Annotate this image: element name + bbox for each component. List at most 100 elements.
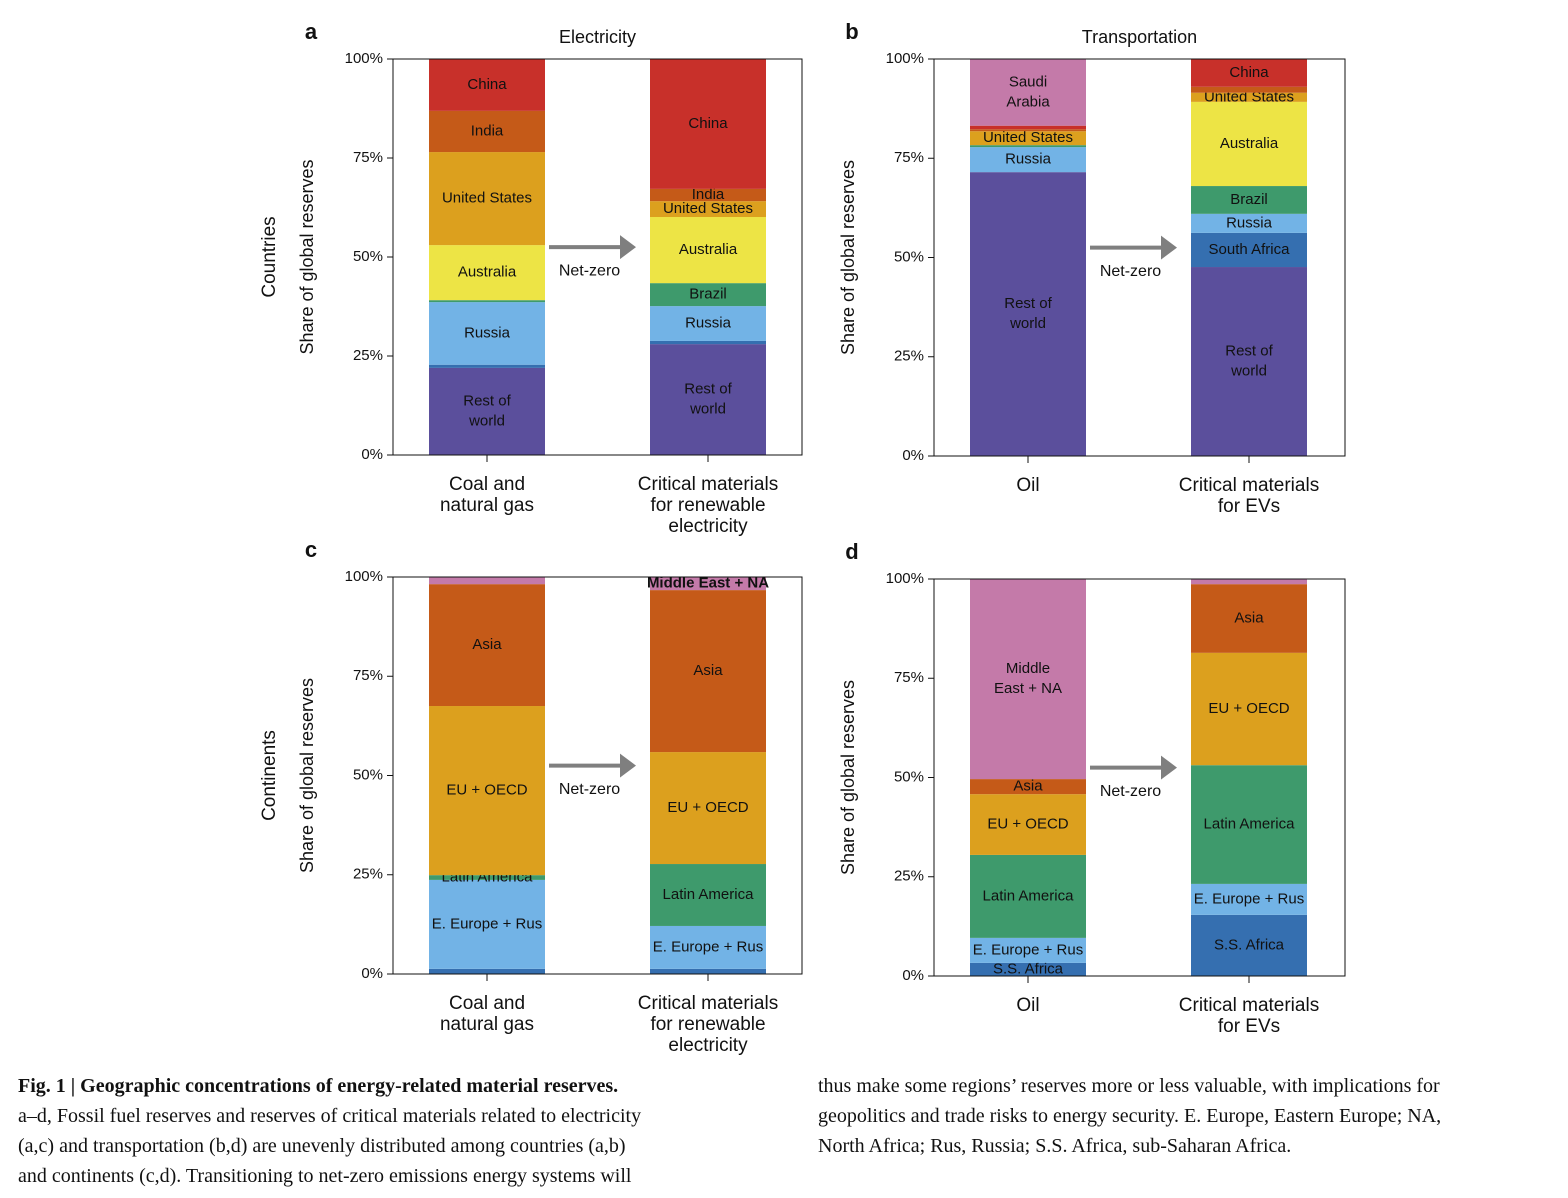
segment-label: E. Europe + Rus — [1194, 890, 1304, 907]
annotation: Net-zero — [559, 781, 620, 798]
segment-label: Russia — [1005, 151, 1052, 168]
segment-label: India — [692, 186, 725, 203]
bar-segment — [970, 172, 1086, 456]
bar-segment — [1191, 914, 1307, 976]
bar-segment — [970, 145, 1086, 148]
segment-label: China — [1229, 64, 1269, 81]
bar-segment — [970, 129, 1086, 132]
segment-label: United States — [983, 129, 1073, 146]
segment-label: Rest of world — [684, 381, 732, 418]
panel-letter: c — [305, 537, 317, 562]
y-axis-label: Share of global reserves — [297, 678, 317, 873]
segment-label: S.S. Africa — [1214, 936, 1285, 953]
bar-segment — [970, 579, 1086, 780]
x-tick-label: Coal and natural gas — [440, 474, 534, 516]
segment-label: Middle East + NA — [647, 575, 769, 592]
segment-label: United States — [442, 190, 532, 207]
bar-segment — [650, 968, 766, 974]
x-tick-label: Critical materials for renewable electrici… — [638, 474, 778, 537]
bar-segment — [650, 283, 766, 307]
bar-segment — [650, 925, 766, 969]
segment-label: Australia — [458, 264, 517, 281]
y-tick-label: 0% — [361, 965, 383, 982]
y-tick-label: 25% — [894, 868, 924, 885]
bar-segment — [429, 59, 545, 111]
caption-title: Fig. 1 | Geographic concentrations of en… — [18, 1075, 618, 1097]
annotation: Net-zero — [559, 262, 620, 279]
bar-segment — [1191, 765, 1307, 884]
segment-label: EU + OECD — [987, 816, 1068, 833]
caption-line: thus make some regions’ reserves more or… — [818, 1075, 1440, 1097]
segment-label: Latin America — [663, 886, 755, 903]
bar-segment — [429, 706, 545, 876]
bar-segment — [970, 125, 1086, 130]
segment-label: Middle East + NA — [994, 660, 1062, 697]
bar-segment — [429, 302, 545, 365]
segment-label: Rest of world — [463, 392, 511, 429]
bar-segment — [429, 110, 545, 153]
caption-line: North Africa; Rus, Russia; S.S. Africa, … — [818, 1135, 1291, 1157]
plot-frame — [392, 576, 803, 975]
y-axis-label: Share of global reserves — [297, 159, 317, 354]
y-tick-label: 100% — [345, 568, 383, 585]
y-tick-label: 75% — [894, 149, 924, 166]
y-tick-label: 0% — [361, 446, 383, 463]
segment-label: Asia — [472, 636, 502, 653]
bar-segment — [650, 864, 766, 926]
segment-label: Brazil — [689, 286, 727, 303]
segment-label: Latin America — [983, 887, 1075, 904]
plot-frame — [933, 58, 1346, 457]
y-tick-label: 0% — [902, 967, 924, 984]
segment-label: E. Europe + Rus — [432, 915, 542, 932]
bar-segment — [1191, 101, 1307, 187]
y-tick-label: 0% — [902, 447, 924, 464]
x-tick-label: Oil — [1016, 475, 1039, 496]
y-tick-label: 50% — [894, 248, 924, 265]
bar-segment — [1191, 267, 1307, 456]
bar-segment — [1191, 232, 1307, 268]
segment-label: China — [688, 115, 728, 132]
segment-label: S.S. Africa — [993, 960, 1064, 977]
segment-label: Russia — [685, 314, 732, 331]
bar-segment — [650, 752, 766, 865]
bar-segment — [429, 879, 545, 969]
bar-segment — [1191, 59, 1307, 87]
bar-segment — [650, 59, 766, 189]
segment-label: Saudi Arabia — [1006, 73, 1050, 110]
y-tick-label: 100% — [345, 50, 383, 67]
caption-line: geopolitics and trade risks to energy se… — [818, 1105, 1441, 1127]
bar-segment — [1191, 186, 1307, 214]
annotation: Net-zero — [1100, 263, 1161, 280]
segment-label: Asia — [1013, 778, 1043, 795]
segment-label: Latin America — [1204, 816, 1296, 833]
bar-segment — [429, 367, 545, 455]
x-tick-label: Critical materials for renewable electrici… — [638, 993, 778, 1056]
y-tick-label: 75% — [894, 669, 924, 686]
bar-segment — [429, 245, 545, 301]
segment-label: Asia — [693, 662, 723, 679]
x-tick-label: Coal and natural gas — [440, 993, 534, 1035]
y-tick-label: 25% — [353, 347, 383, 364]
bar-segment — [429, 152, 545, 246]
plot-frame — [933, 578, 1346, 977]
y-tick-label: 25% — [353, 866, 383, 883]
caption-line: (a,c) and transportation (b,d) are uneve… — [18, 1135, 626, 1157]
segment-label: Brazil — [1230, 191, 1268, 208]
plot-frame — [392, 58, 803, 456]
bar-segment — [650, 201, 766, 218]
segment-label: United States — [663, 200, 753, 217]
segment-label: EU + OECD — [446, 782, 527, 799]
y-axis-label: Share of global reserves — [838, 160, 858, 355]
bar-segment — [970, 962, 1086, 976]
segment-label: Australia — [1220, 135, 1279, 152]
bar-segment — [650, 590, 766, 753]
caption-line: and continents (c,d). Transitioning to n… — [18, 1165, 632, 1187]
bar-segment — [1191, 92, 1307, 102]
bar-segment — [429, 577, 545, 585]
bar-segment — [1191, 652, 1307, 766]
bar-segment — [1191, 86, 1307, 93]
y-tick-label: 75% — [353, 667, 383, 684]
bar-segment — [1191, 213, 1307, 233]
y-axis-label: Share of global reserves — [838, 680, 858, 875]
bar-segment — [1191, 579, 1307, 585]
